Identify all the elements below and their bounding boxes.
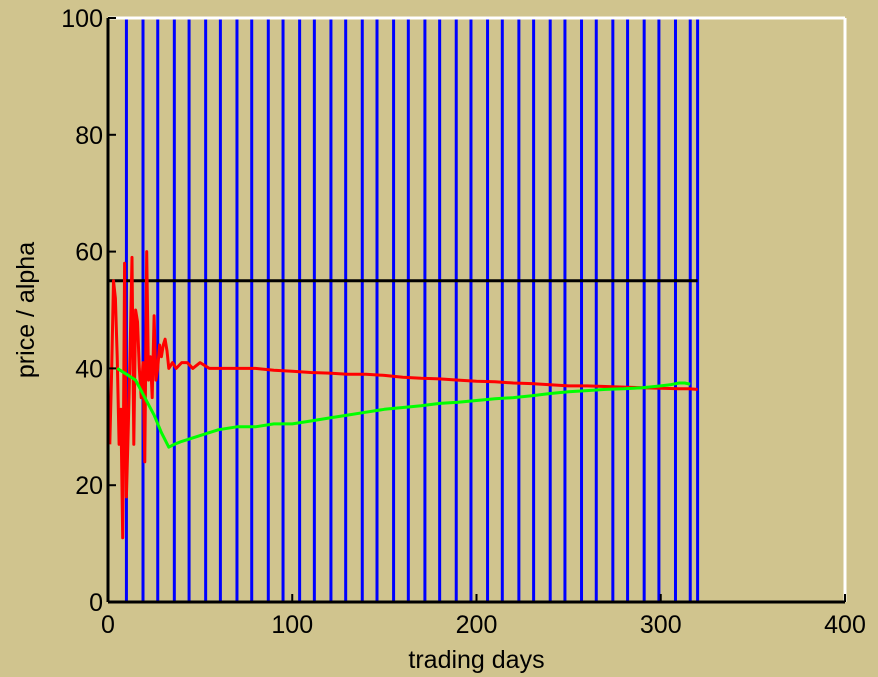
series-group [108, 250, 698, 540]
vertical-markers [124, 18, 700, 602]
y-tick-label-5: 100 [61, 5, 103, 33]
y-tick-label-3: 60 [75, 239, 103, 267]
y-axis-label: price / alpha [12, 242, 40, 378]
y-tick-label-2: 40 [75, 355, 103, 383]
axes [106, 16, 847, 604]
y-tick-label-1: 20 [75, 472, 103, 500]
y-tick-label-4: 80 [75, 122, 103, 150]
x-axis-label: trading days [408, 646, 544, 674]
y-tick-label-0: 0 [89, 589, 103, 617]
ticks: 0 100 200 300 400 0 20 40 60 80 100 [61, 5, 866, 639]
x-tick-label-1: 100 [271, 611, 313, 639]
x-tick-label-2: 200 [456, 611, 498, 639]
series-line-1 [108, 250, 698, 540]
x-tick-label-4: 400 [824, 611, 866, 639]
x-tick-label-0: 0 [101, 611, 115, 639]
x-tick-label-3: 300 [640, 611, 682, 639]
series-line-2 [116, 367, 691, 449]
